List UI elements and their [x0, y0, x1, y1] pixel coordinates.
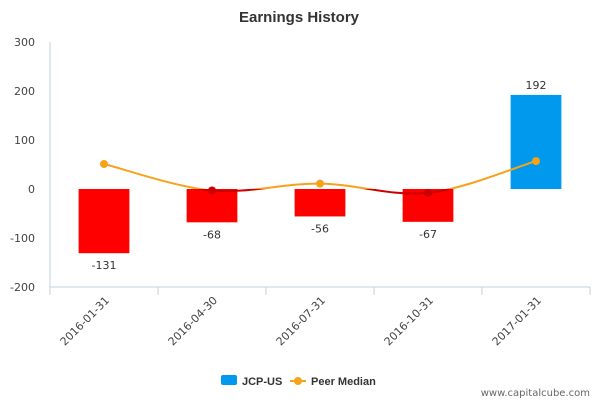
x-tick-label: 2016-04-30	[166, 294, 220, 348]
chart-title: Earnings History	[239, 9, 360, 26]
x-tick-label: 2016-10-31	[382, 294, 436, 348]
bar	[510, 94, 562, 189]
peer-median-point	[424, 188, 432, 197]
data-label: -56	[311, 222, 329, 235]
data-label: -67	[419, 228, 437, 241]
x-tick-label: 2017-01-31	[490, 294, 544, 348]
legend-marker-peer	[294, 377, 302, 385]
legend-label-peer: Peer Median	[311, 376, 376, 388]
data-labels: -131 -68 -56 -67 192	[92, 79, 547, 272]
bar	[294, 189, 346, 217]
data-label: -68	[203, 228, 221, 241]
peer-median-point	[316, 179, 324, 188]
x-axis: 2016-01-31 2016-04-30 2016-07-31 2016-10-31…	[49, 286, 591, 348]
peer-median-line	[103, 160, 537, 189]
bar-series	[78, 94, 562, 254]
y-tick-label: 200	[14, 85, 35, 98]
x-tick-label: 2016-01-31	[58, 294, 112, 348]
legend-label-jcp: JCP-US	[242, 376, 282, 388]
y-tick-label: -100	[10, 232, 35, 245]
data-label: -131	[92, 259, 117, 272]
bar	[78, 189, 130, 254]
y-tick-label: -200	[10, 281, 35, 294]
data-label: 192	[526, 79, 547, 92]
y-tick-label: 100	[14, 134, 35, 147]
y-tick-label: 300	[14, 36, 35, 49]
legend: JCP-US Peer Median	[221, 375, 376, 388]
peer-median-line-negative	[194, 189, 454, 195]
peer-median-point	[100, 160, 108, 169]
y-axis: 300 200 100 0 -100 -200	[10, 36, 51, 294]
peer-median-point	[208, 186, 216, 195]
peer-median-series	[100, 157, 540, 197]
credit-text: www.capitalcube.com	[481, 388, 590, 399]
x-tick-label: 2016-07-31	[274, 294, 328, 348]
legend-swatch-jcp	[221, 375, 237, 385]
peer-median-point	[532, 157, 540, 166]
y-tick-label: 0	[28, 183, 35, 196]
bar	[186, 189, 238, 223]
